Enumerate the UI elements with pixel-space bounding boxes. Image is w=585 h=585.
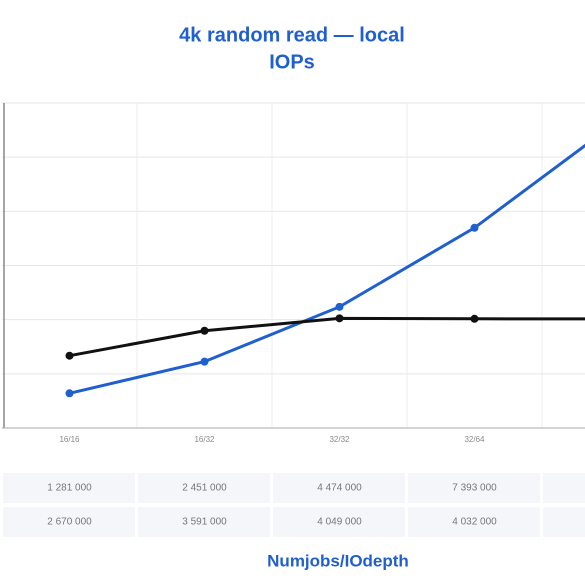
x-axis-title: Numjobs/IOdepth [267,551,409,570]
table-value: 1 281 000 [47,483,92,494]
table-cell [273,507,405,537]
chart-title: 4k random read — local [179,24,405,46]
table-cell [543,473,585,503]
data-point [335,302,344,311]
table-cell [138,507,270,537]
table-cell [543,507,585,537]
plot-area [2,102,585,429]
table-cell [138,473,270,503]
table-cell [3,507,135,537]
series-line [69,143,585,395]
table-value: 2 451 000 [182,483,227,494]
data-point [65,389,74,398]
table-cell [273,473,405,503]
table-cell [408,507,540,537]
series-line [69,316,585,358]
x-tick-label: 32/32 [329,435,350,444]
table-value: 4 474 000 [317,483,362,494]
table-value: 4 049 000 [317,517,362,528]
data-point [200,357,209,366]
table-cell [408,473,540,503]
data-point [470,223,479,232]
data-point [65,351,74,360]
table-value: 2 670 000 [47,517,92,528]
x-tick-label: 16/16 [59,435,80,444]
table-value: 7 393 000 [452,483,497,494]
data-point [335,314,344,323]
table-cell [3,473,135,503]
data-point [470,314,479,323]
x-tick-label: 32/64 [464,435,485,444]
table-value: 3 591 000 [182,517,227,528]
table-value: 4 032 000 [452,517,497,528]
chart-subtitle: IOPs [269,51,315,73]
x-tick-label: 16/32 [194,435,215,444]
data-point [200,326,209,335]
data-table: 1 281 000 2 451 000 4 474 000 7 393 000 2 67… [3,473,585,537]
